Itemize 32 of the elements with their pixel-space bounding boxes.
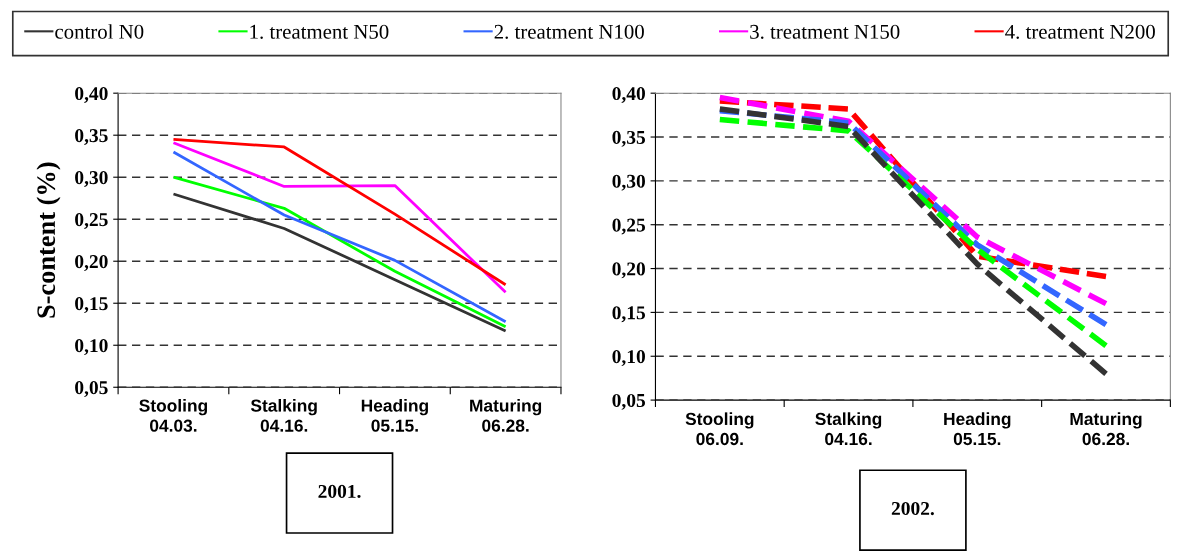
- legend-label: 1. treatment N50: [250, 24, 389, 39]
- y-tick-label: 0,05: [612, 393, 646, 410]
- x-tick-label: Heading 05.15.: [944, 412, 1011, 446]
- y-tick-label: 0,15: [75, 297, 108, 313]
- y-axis-title: S-content (%): [36, 162, 61, 318]
- x-tick-label: Maturing 06.28.: [470, 399, 542, 432]
- y-tick-label: 0,30: [612, 174, 645, 191]
- x-tick-label: Heading 05.15.: [361, 399, 428, 432]
- y-tick-label: 0,25: [612, 218, 646, 235]
- x-tick-label: Stalking 04.16.: [815, 412, 882, 446]
- y-tick-label: 0,30: [75, 171, 108, 187]
- y-tick-label: 0,10: [612, 350, 645, 366]
- x-tick-label: Maturing 06.28.: [1070, 412, 1142, 446]
- y-tick-label: 0,35: [75, 129, 108, 145]
- x-tick-label: Stooling 04.03.: [139, 399, 208, 432]
- legend-label: 2. treatment N100: [494, 24, 644, 39]
- legend-label: control N0: [55, 24, 144, 39]
- text: 2002.: [891, 501, 934, 516]
- y-tick-label: 0,40: [612, 87, 645, 103]
- text: 2001.: [318, 484, 361, 499]
- x-tick-label: Stooling 06.09.: [685, 412, 754, 446]
- y-tick-label: 0,10: [75, 339, 108, 355]
- y-tick-label: 0,20: [75, 255, 108, 271]
- x-tick-label: Stalking 04.16.: [250, 399, 317, 432]
- y-tick-label: 0,40: [75, 87, 108, 103]
- y-tick-label: 0,20: [612, 262, 645, 279]
- legend-label: 4. treatment N200: [1005, 24, 1155, 39]
- y-tick-label: 0,25: [75, 213, 108, 229]
- y-tick-label: 0,05: [75, 381, 108, 398]
- y-tick-label: 0,35: [612, 130, 646, 147]
- legend-label: 3. treatment N150: [750, 24, 900, 39]
- y-tick-label: 0,15: [612, 306, 646, 323]
